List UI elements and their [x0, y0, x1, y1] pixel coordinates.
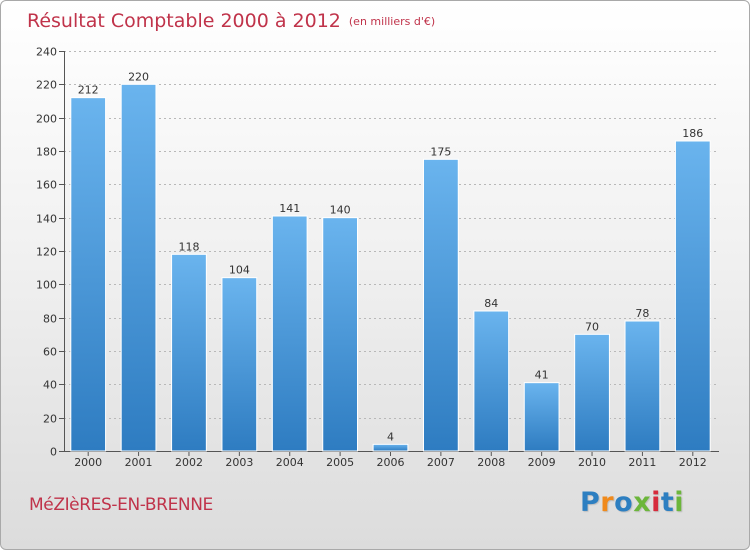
logo-letter: i: [651, 487, 661, 518]
y-tick-label: 220: [36, 79, 57, 92]
y-tick-label: 140: [36, 213, 57, 226]
data-label: 175: [430, 145, 451, 158]
y-tick-label: 20: [43, 413, 57, 426]
bar: [423, 158, 459, 452]
data-label: 186: [682, 127, 703, 140]
data-label: 84: [484, 297, 498, 310]
x-tick-label: 2007: [427, 456, 455, 469]
bar: [372, 443, 409, 452]
x-tick-label: 2008: [477, 456, 505, 469]
data-label: 140: [330, 204, 351, 217]
data-label: 118: [178, 240, 199, 253]
x-tick-label: 2009: [528, 456, 556, 469]
data-label: 141: [279, 202, 300, 215]
bar: [221, 277, 258, 452]
y-tick-label: 40: [43, 379, 57, 392]
bars: [70, 83, 711, 452]
data-label: 220: [128, 70, 149, 83]
x-tick-label: 2006: [377, 456, 405, 469]
logo-letter: o: [614, 487, 634, 518]
x-tick-label: 2011: [628, 456, 656, 469]
y-tick-label: 200: [36, 113, 57, 126]
data-label: 70: [585, 320, 599, 333]
x-tick-label: 2000: [74, 456, 102, 469]
logo-letter: P: [580, 487, 601, 518]
x-tick-label: 2012: [679, 456, 707, 469]
chart-title-text: Résultat Comptable 2000 à 2012: [27, 10, 341, 32]
logo-letter: r: [600, 487, 615, 518]
bar: [171, 253, 207, 452]
data-label: 4: [387, 430, 394, 443]
x-tick-label: 2005: [326, 456, 354, 469]
chart-title: Résultat Comptable 2000 à 2012 (en millie…: [27, 7, 435, 35]
logo-letter: x: [633, 487, 652, 518]
bar: [574, 333, 610, 452]
bar: [674, 140, 711, 452]
y-tick-label: 160: [36, 179, 57, 192]
bar: [523, 382, 560, 452]
data-label: 212: [78, 84, 99, 97]
logo-letter: i: [674, 487, 685, 518]
y-tick-label: 120: [36, 246, 57, 259]
axes: 0 20 40 60 80 100 120 140 160 180 200 220 240: [36, 46, 719, 459]
data-label: 104: [229, 264, 250, 277]
x-tick-label: 2003: [225, 456, 253, 469]
bar: [120, 83, 157, 452]
logo-letter: t: [660, 487, 675, 518]
y-tick-label: 100: [36, 279, 57, 292]
y-tick-label: 80: [43, 313, 57, 326]
y-tick-label: 0: [50, 446, 57, 459]
x-tick-label: 2004: [276, 456, 304, 469]
x-tick-label: 2001: [125, 456, 153, 469]
x-tick-label: 2002: [175, 456, 203, 469]
data-label: 41: [535, 369, 549, 382]
town-name: MéZIèRES-EN-BRENNE: [29, 495, 213, 515]
proxiti-logo: Proxiti: [580, 487, 684, 518]
y-tick-label: 240: [36, 46, 57, 59]
labels: 212 2000 220 2001 118 2002 104 2003 141 2004 140 20…: [74, 70, 707, 469]
y-tick-label: 180: [36, 146, 57, 159]
x-tick-label: 2010: [578, 456, 606, 469]
grid-lines: [64, 51, 719, 419]
data-label: 78: [635, 307, 649, 320]
bar: [624, 320, 661, 452]
bar: [473, 310, 510, 452]
bar: [322, 217, 358, 452]
y-tick-label: 60: [43, 346, 57, 359]
chart-subtitle: (en milliers d'€): [348, 15, 436, 28]
bar: [70, 97, 107, 452]
bar: [271, 215, 308, 452]
